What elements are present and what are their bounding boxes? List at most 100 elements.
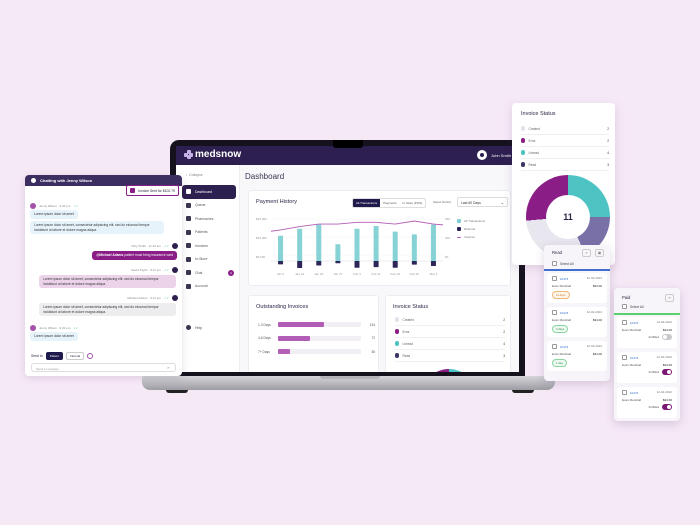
- chat-header: Chatting with Jenny Wilson: [25, 175, 182, 186]
- item-checkbox[interactable]: [622, 355, 627, 360]
- invoice-id[interactable]: 10174: [630, 355, 639, 360]
- patient-name: Evan Marshall: [622, 328, 642, 332]
- segment-in-store[interactable]: In Store (POS): [402, 201, 423, 205]
- item-checkbox[interactable]: [552, 310, 557, 315]
- row-label: 4-6 Days: [258, 336, 271, 341]
- chat-badge: 3: [228, 269, 234, 276]
- laptop-base: [142, 376, 555, 390]
- item-checkbox[interactable]: [622, 390, 627, 395]
- invoice-id[interactable]: 10174: [630, 320, 639, 325]
- invoice-card[interactable]: 10174 12-02-2022 Evan Marshall $34.00 Fu…: [617, 387, 677, 418]
- status-swatch: [521, 150, 525, 155]
- legend-invoices: Invoices: [457, 233, 485, 241]
- outstanding-row: 4-6 Days 72: [258, 332, 375, 346]
- segment-all-transactions[interactable]: All Transactions: [353, 199, 381, 207]
- send-to-patient[interactable]: Patient: [45, 352, 64, 360]
- x-tick: Jan 27: [333, 272, 342, 276]
- status-label: Unread: [528, 150, 539, 155]
- print-icon[interactable]: ▣: [595, 249, 604, 257]
- status-label: Created: [528, 126, 540, 131]
- status-count: 2: [503, 329, 505, 334]
- payment-history-title: Payment History: [256, 199, 298, 205]
- sidebar-item-queue[interactable]: Queue: [182, 199, 236, 213]
- chat-message: Lorem ipsum dolor sit amet, consectetur …: [39, 275, 176, 289]
- status-row-read: Read 3: [521, 159, 609, 171]
- invoice-status-float-card: Invoice Status Created 2 Error 2 Unread 4 Read…: [512, 103, 615, 265]
- x-tick: Jan 13: [295, 272, 304, 276]
- row-label: 1-3 Days: [258, 322, 271, 327]
- avatar: [30, 203, 36, 209]
- item-checkbox[interactable]: [552, 344, 557, 349]
- column-divider: [614, 313, 680, 315]
- select-all-checkbox[interactable]: [552, 261, 557, 266]
- item-checkbox[interactable]: [622, 320, 627, 325]
- sidebar-item-dashboard[interactable]: Dashboard: [182, 185, 236, 199]
- brand-logo[interactable]: medsnow: [184, 149, 241, 160]
- progress-track: [278, 322, 361, 328]
- menu-icon[interactable]: ≡: [665, 294, 674, 302]
- segment-payments[interactable]: Payments: [383, 201, 397, 205]
- invoice-card[interactable]: 10174 12-02-2022 Evan Marshall $34.00 11…: [547, 273, 607, 303]
- status-count: 2: [607, 138, 609, 143]
- read-check-icon: ✓✓: [163, 244, 169, 248]
- period-select[interactable]: Last 60 Days ⌄: [457, 197, 508, 207]
- laptop-foot: [512, 390, 534, 393]
- sidebar-item-patients[interactable]: Patients: [182, 226, 236, 240]
- x-tick: Jan 6: [277, 272, 285, 276]
- fulfilled-toggle[interactable]: [662, 334, 672, 340]
- mention[interactable]: @Michael Adams: [96, 253, 124, 257]
- row-value: 36: [371, 349, 375, 354]
- send-icon[interactable]: ➢: [166, 365, 170, 370]
- invoice-status-title: Invoice Status: [393, 304, 429, 310]
- sidebar-item-invoices[interactable]: Invoices: [182, 239, 236, 253]
- user-menu[interactable]: John Smith: [476, 150, 511, 160]
- select-all-checkbox[interactable]: [622, 304, 627, 309]
- sidebar-item-pharmacies[interactable]: Pharmacies: [182, 212, 236, 226]
- queue-icon: [186, 202, 191, 208]
- invoice-id[interactable]: 10174: [560, 276, 569, 281]
- invoice-date: 12-02-2022: [586, 276, 602, 280]
- invoice-card[interactable]: 10174 12-02-2022 Evan Marshall $34.00 Fu…: [617, 352, 677, 383]
- read-check-icon: ✓✓: [163, 268, 169, 272]
- sidebar-item-in-store[interactable]: In-Store: [182, 253, 236, 267]
- invoice-card[interactable]: 10174 12-02-2022 Evan Marshall $34.00 3 …: [547, 307, 607, 337]
- status-label: Read: [528, 162, 537, 167]
- status-count: 3: [607, 162, 609, 167]
- fulfilled-toggle[interactable]: [662, 404, 672, 410]
- mention-icon[interactable]: [87, 353, 94, 359]
- chat-message: Lorem ipsum dolor sit amet: [30, 210, 78, 219]
- paid-title: Paid: [622, 295, 631, 300]
- status-swatch: [395, 353, 399, 358]
- invoice-card[interactable]: 10174 12-02-2022 Evan Marshall $34.00 Fu…: [617, 317, 677, 348]
- select-all[interactable]: Select All: [622, 304, 644, 309]
- fulfilled-toggle[interactable]: [662, 369, 672, 375]
- send-icon[interactable]: ➢: [582, 249, 591, 257]
- x-tick: Feb 25: [410, 272, 420, 276]
- chart-icon: [186, 189, 191, 195]
- sidebar-item-account[interactable]: Account: [182, 280, 236, 294]
- select-all[interactable]: Select All: [552, 261, 574, 266]
- progress-fill: [278, 322, 325, 328]
- send-to-internal[interactable]: Internal: [66, 352, 85, 360]
- invoice-amount: $34.00: [662, 328, 672, 332]
- item-checkbox[interactable]: [552, 276, 557, 281]
- message-input[interactable]: Send a message ➢: [31, 363, 176, 372]
- avatar: [172, 243, 178, 249]
- help-link[interactable]: Help: [186, 325, 202, 330]
- status-label: Created: [402, 317, 414, 322]
- chat-message: Lorem ipsum dolor sit amet, consectetur …: [39, 303, 176, 317]
- invoice-card[interactable]: 10174 12-02-2022 Evan Marshall $34.00 1 …: [547, 341, 607, 371]
- collapse-button[interactable]: ‹ Collapse: [186, 173, 203, 177]
- status-label: Error: [528, 138, 536, 143]
- invoice-id[interactable]: 10174: [630, 390, 639, 395]
- x-tick: Feb 11: [372, 272, 381, 276]
- status-swatch: [521, 162, 525, 167]
- message-placeholder: Send a message: [36, 366, 59, 371]
- read-title: Read: [552, 250, 563, 255]
- nav-label: Pharmacies: [195, 216, 214, 221]
- chat-users-icon: [31, 178, 36, 183]
- sidebar-item-chat[interactable]: Chat 3: [182, 266, 236, 280]
- invoice-sent-pill[interactable]: Invoice Sent for $102.79: [126, 185, 179, 196]
- invoice-id[interactable]: 10174: [560, 310, 569, 315]
- invoice-id[interactable]: 10174: [560, 344, 569, 349]
